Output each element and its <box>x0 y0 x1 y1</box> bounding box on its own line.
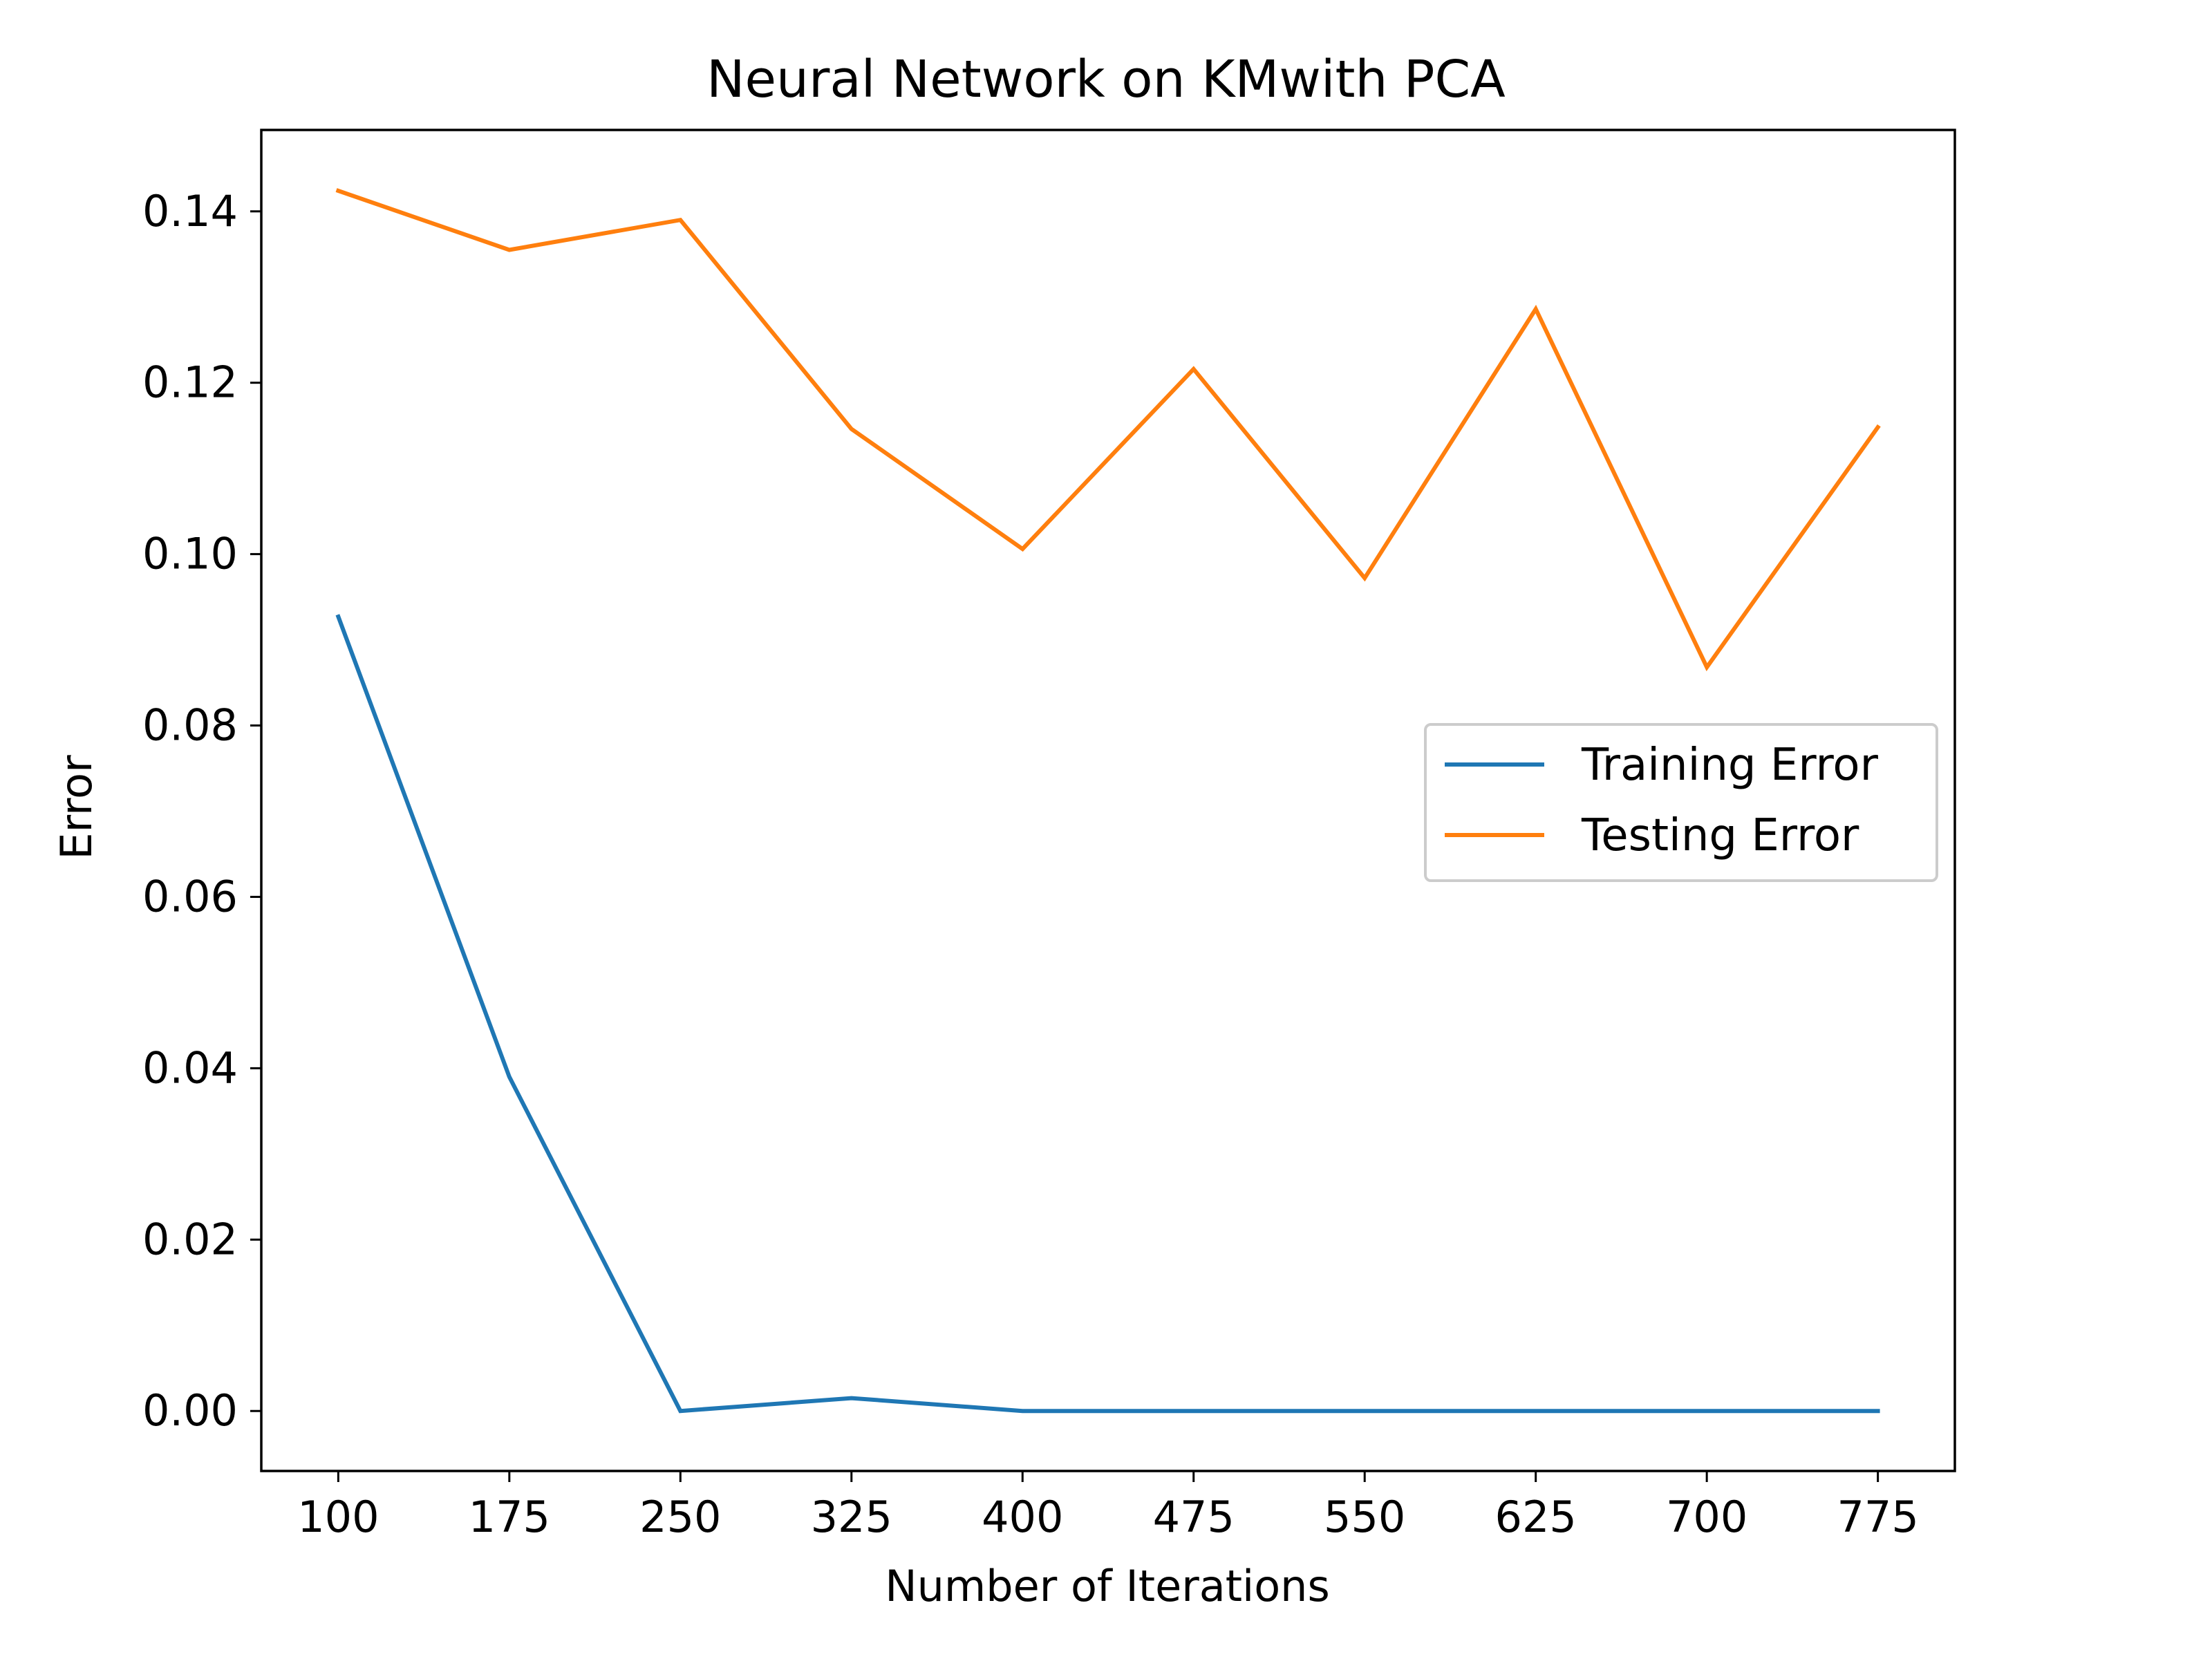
chart-title: Neural Network on KMwith PCA <box>706 50 1506 109</box>
series-line-testing-error <box>335 188 1881 672</box>
legend: Training Error Testing Error <box>1424 723 1938 882</box>
legend-box <box>1424 723 1938 882</box>
y-axis-label: Error <box>51 755 102 860</box>
plot-area: 100 175 250 325 400 475 550 625 700 775 0.00 0.02 0.… <box>142 129 1956 1542</box>
x-tick-label: 250 <box>639 1492 721 1542</box>
y-tick-label: 0.06 <box>142 871 238 921</box>
y-tick-label: 0.00 <box>142 1385 238 1436</box>
x-tick-label: 400 <box>982 1492 1063 1542</box>
legend-label: Testing Error <box>1581 810 1859 861</box>
x-tick-label: 775 <box>1837 1492 1918 1542</box>
x-tick-label: 475 <box>1153 1492 1235 1542</box>
y-tick-label: 0.14 <box>142 186 238 236</box>
x-tick-label: 175 <box>469 1492 550 1542</box>
x-axis-label: Number of Iterations <box>885 1561 1330 1611</box>
x-tick-label: 100 <box>297 1492 379 1542</box>
y-tick-label: 0.10 <box>142 529 238 579</box>
legend-label: Training Error <box>1581 740 1879 791</box>
x-tick-label: 700 <box>1666 1492 1747 1542</box>
y-tick-label: 0.04 <box>142 1042 238 1093</box>
y-tick-label: 0.02 <box>142 1214 238 1264</box>
y-tick-label: 0.12 <box>142 357 238 408</box>
x-tick-label: 325 <box>811 1492 892 1542</box>
series-line-training-error <box>335 614 1880 1414</box>
plot-frame <box>260 129 1956 1472</box>
x-tick-label: 625 <box>1495 1492 1577 1542</box>
x-tick-label: 550 <box>1324 1492 1405 1542</box>
y-tick-label: 0.08 <box>142 700 238 751</box>
